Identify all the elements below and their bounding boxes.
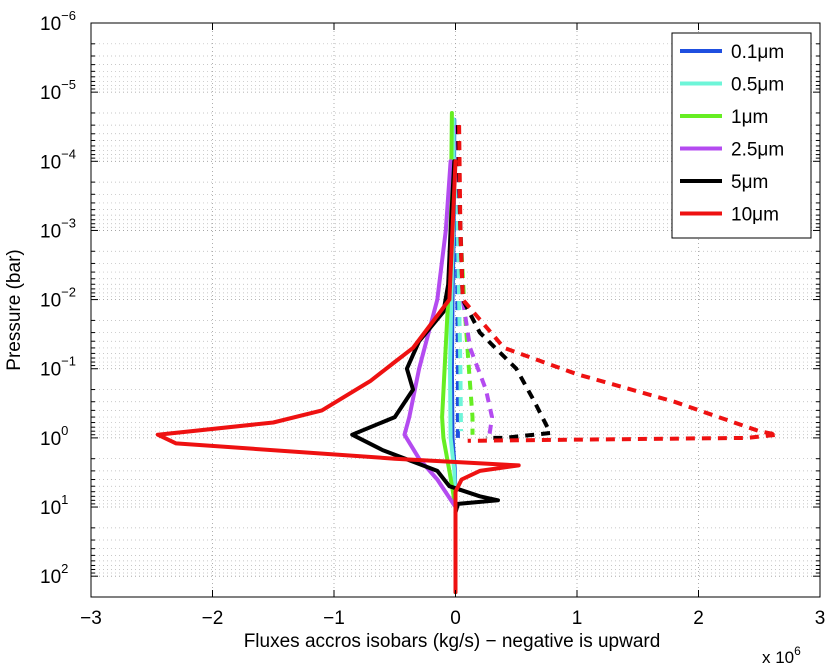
y-tick-base: 10 xyxy=(40,221,61,242)
y-tick-label: 100 xyxy=(40,423,68,450)
x-tick-label: 3 xyxy=(815,608,826,629)
legend-label-5: 5μm xyxy=(731,172,768,193)
legend-label-3: 1μm xyxy=(731,107,768,128)
x-axis-label: Fluxes accros isobars (kg/s) − negative … xyxy=(244,631,661,652)
series-6-solid-line xyxy=(155,159,521,595)
y-tick-label: 101 xyxy=(40,492,68,519)
y-tick-exponent: 1 xyxy=(61,492,68,507)
y-tick-base: 10 xyxy=(40,429,61,450)
y-tick-exponent: −3 xyxy=(61,215,76,230)
y-tick-base: 10 xyxy=(40,14,61,35)
legend: 0.1μm 0.5μm 1μm 2.5μm 5μm 10μm xyxy=(671,32,812,239)
x-tick-label: −2 xyxy=(202,608,224,629)
y-tick-label: 10−5 xyxy=(40,77,76,104)
series-6-dashed-line xyxy=(457,125,780,443)
y-tick-label: 10−6 xyxy=(40,8,76,35)
y-tick-exponent: 2 xyxy=(61,561,68,576)
y-tick-label: 102 xyxy=(40,561,68,588)
y-tick-exponent: 0 xyxy=(61,423,68,438)
y-tick-base: 10 xyxy=(40,360,61,381)
y-tick-exponent: −6 xyxy=(61,8,76,23)
y-tick-exponent: −2 xyxy=(61,285,76,300)
series-5-solid-line xyxy=(350,159,500,515)
y-tick-label: 10−1 xyxy=(40,354,76,381)
y-tick-exponent: −1 xyxy=(61,354,76,369)
legend-label-2: 0.5μm xyxy=(731,75,784,96)
y-axis-label: Pressure (bar) xyxy=(4,249,25,370)
y-tick-base: 10 xyxy=(40,152,61,173)
series-4-solid-line xyxy=(402,159,458,509)
x-tick-labels: −3 −2 −1 0 1 2 3 xyxy=(80,608,825,629)
legend-label-6: 10μm xyxy=(731,205,779,226)
legend-label-4: 2.5μm xyxy=(731,140,784,161)
y-tick-exponent: −4 xyxy=(61,146,76,161)
x-tick-label: 0 xyxy=(450,608,461,629)
x-tick-label: 2 xyxy=(693,608,704,629)
x-tick-label: 1 xyxy=(572,608,583,629)
x-tick-label: −3 xyxy=(80,608,102,629)
legend-box xyxy=(671,32,812,239)
x-multiplier-label: x 106 xyxy=(762,644,801,667)
x-multiplier-exponent: 6 xyxy=(794,644,801,658)
y-tick-label: 10−3 xyxy=(40,215,76,242)
y-tick-exponent: −5 xyxy=(61,77,76,92)
axis-ticks xyxy=(90,22,821,598)
series-4-dashed-line xyxy=(454,125,494,435)
x-tick-label: −1 xyxy=(323,608,345,629)
y-tick-base: 10 xyxy=(40,291,61,312)
series-lines xyxy=(155,111,780,595)
y-tick-base: 10 xyxy=(40,83,61,104)
y-tick-label: 10−2 xyxy=(40,285,76,312)
y-tick-label: 10−4 xyxy=(40,146,76,173)
y-tick-base: 10 xyxy=(40,567,61,588)
legend-label-1: 0.1μm xyxy=(731,42,784,63)
y-tick-base: 10 xyxy=(40,498,61,519)
